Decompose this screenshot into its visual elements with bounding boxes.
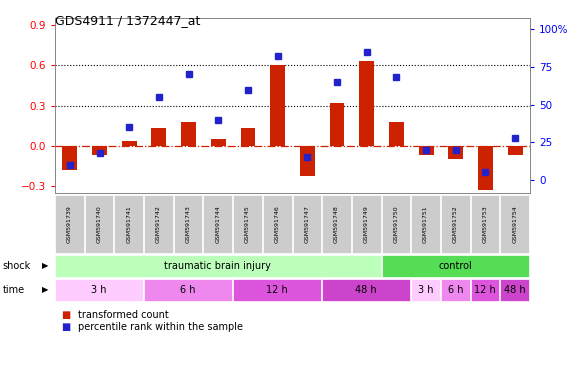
- Text: 12 h: 12 h: [266, 285, 288, 295]
- Text: GSM591739: GSM591739: [67, 205, 72, 243]
- Text: ▶: ▶: [42, 262, 48, 270]
- Text: shock: shock: [3, 261, 31, 271]
- Bar: [240, 128, 255, 146]
- Bar: [329, 103, 344, 146]
- Bar: [300, 146, 315, 175]
- Text: GSM591748: GSM591748: [334, 205, 339, 243]
- Text: GSM591747: GSM591747: [304, 205, 309, 243]
- Text: GSM591749: GSM591749: [364, 205, 369, 243]
- Bar: [151, 128, 166, 146]
- Bar: [419, 146, 433, 155]
- Text: transformed count: transformed count: [78, 310, 168, 320]
- Bar: [448, 146, 463, 159]
- Bar: [181, 122, 196, 146]
- Text: ■: ■: [61, 310, 70, 320]
- Bar: [92, 146, 107, 155]
- Bar: [270, 65, 285, 146]
- Text: GSM591743: GSM591743: [186, 205, 191, 243]
- Text: ▶: ▶: [42, 285, 48, 295]
- Text: control: control: [439, 261, 472, 271]
- Text: percentile rank within the sample: percentile rank within the sample: [78, 322, 243, 332]
- Text: 12 h: 12 h: [474, 285, 496, 295]
- Bar: [508, 146, 522, 155]
- Text: 48 h: 48 h: [355, 285, 377, 295]
- Text: 6 h: 6 h: [448, 285, 463, 295]
- Bar: [478, 146, 493, 190]
- Text: GSM591752: GSM591752: [453, 205, 458, 243]
- Text: GSM591745: GSM591745: [245, 205, 250, 243]
- Text: GDS4911 / 1372447_at: GDS4911 / 1372447_at: [55, 14, 200, 27]
- Text: GSM591742: GSM591742: [156, 205, 161, 243]
- Bar: [389, 122, 404, 146]
- Bar: [122, 141, 136, 146]
- Text: GSM591750: GSM591750: [393, 205, 399, 243]
- Text: 3 h: 3 h: [91, 285, 107, 295]
- Text: GSM591744: GSM591744: [215, 205, 220, 243]
- Bar: [211, 139, 226, 146]
- Text: GSM591741: GSM591741: [126, 205, 131, 243]
- Text: GSM591751: GSM591751: [423, 205, 428, 243]
- Text: 3 h: 3 h: [418, 285, 433, 295]
- Text: GSM591753: GSM591753: [482, 205, 488, 243]
- Text: traumatic brain injury: traumatic brain injury: [164, 261, 271, 271]
- Text: GSM591746: GSM591746: [275, 205, 280, 243]
- Text: GSM591740: GSM591740: [96, 205, 102, 243]
- Text: 48 h: 48 h: [504, 285, 525, 295]
- Text: ■: ■: [61, 322, 70, 332]
- Bar: [359, 61, 374, 146]
- Text: GSM591754: GSM591754: [512, 205, 517, 243]
- Bar: [62, 146, 77, 170]
- Text: 6 h: 6 h: [180, 285, 196, 295]
- Text: time: time: [3, 285, 25, 295]
